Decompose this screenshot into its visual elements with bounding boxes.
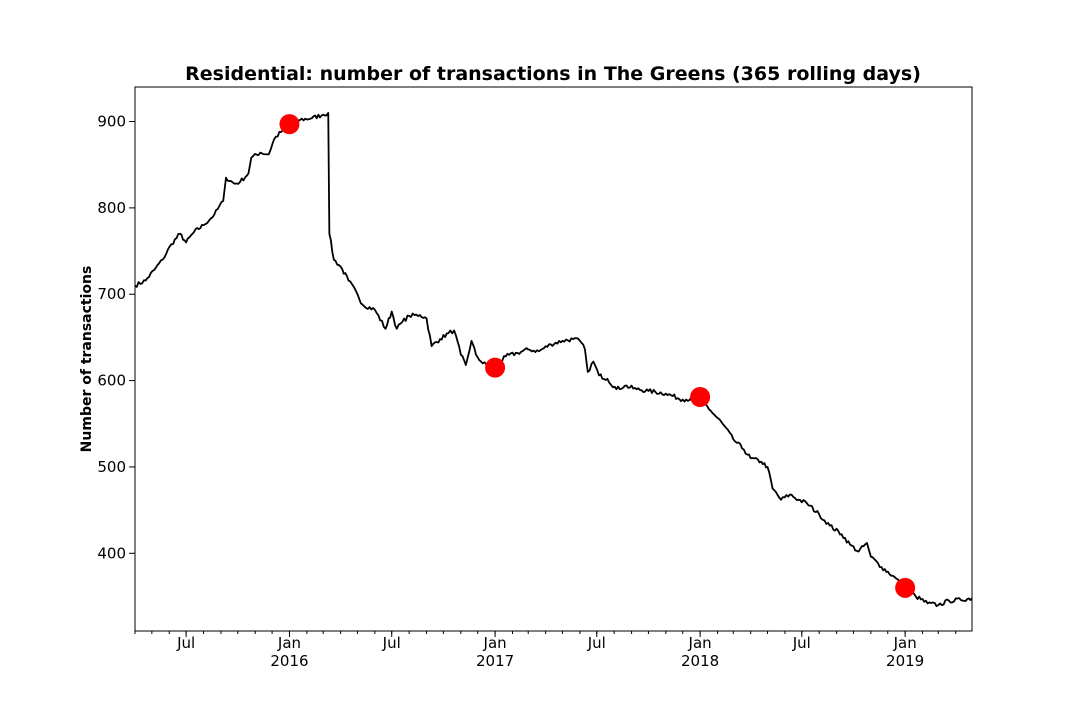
y-axis-label: Number of transactions (79, 266, 95, 453)
chart-title: Residential: number of transactions in T… (185, 63, 921, 85)
x-tick-label: Jan (277, 634, 301, 652)
x-tick-label: Jan (483, 634, 507, 652)
highlight-point (485, 357, 506, 378)
x-tick-label: Jul (176, 634, 195, 652)
x-tick-year-label: 2019 (886, 652, 924, 670)
highlight-point (690, 386, 711, 407)
x-tick-label: Jan (688, 634, 712, 652)
y-tick-label: 800 (97, 199, 126, 217)
x-tick-year-label: 2017 (476, 652, 514, 670)
plot-frame (134, 86, 973, 632)
highlight-point (279, 114, 300, 135)
y-tick-label: 900 (97, 113, 126, 131)
y-tick-label: 600 (97, 372, 126, 390)
series-line (134, 112, 973, 608)
y-tick-label: 700 (97, 285, 126, 303)
y-tick-label: 500 (97, 458, 126, 476)
x-tick-label: Jul (382, 634, 401, 652)
highlight-point (895, 577, 916, 598)
x-tick-year-label: 2016 (270, 652, 308, 670)
y-tick-label: 400 (97, 544, 126, 562)
x-tick-label: Jul (587, 634, 606, 652)
x-tick-label: Jan (893, 634, 917, 652)
x-tick-year-label: 2018 (681, 652, 719, 670)
x-tick-label: Jul (792, 634, 811, 652)
